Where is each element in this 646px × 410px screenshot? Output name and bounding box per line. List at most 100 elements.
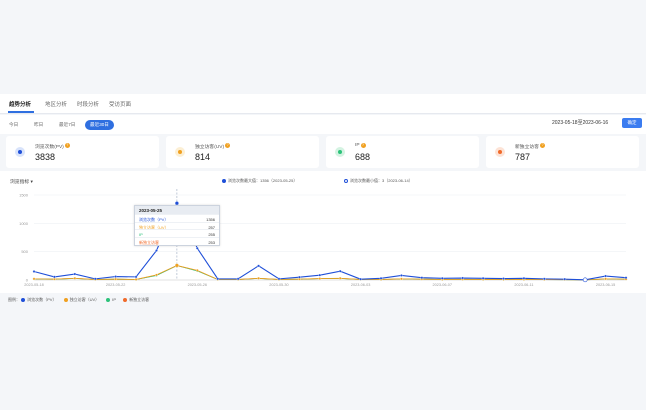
data-point <box>522 276 526 280</box>
x-tick-label: 2023-05-22 <box>106 283 125 287</box>
stat-card-uv: 独立访客(UV)? 814 <box>166 136 319 168</box>
data-point <box>174 263 179 268</box>
stat-value-uv: 814 <box>195 152 211 162</box>
analysis-tabs: 趋势分析 地区分析 时段分析 受访页面 <box>0 94 646 114</box>
legend-max: 浏览次数最大值：1356（2023-05-25） <box>222 178 297 184</box>
data-point <box>257 276 260 280</box>
data-point <box>155 273 158 277</box>
data-point <box>338 276 342 280</box>
data-point <box>195 246 199 250</box>
stat-label-new-visitors: 新独立访客 <box>515 145 539 150</box>
data-point <box>359 277 362 281</box>
x-tick-label: 2023-06-07 <box>433 283 452 287</box>
data-point <box>502 277 505 280</box>
x-tick-label: 2023-05-18 <box>24 283 43 287</box>
x-axis-ticks: 2023-05-18 2023-05-22 2023-05-26 2023-05-30… <box>24 279 626 287</box>
data-point <box>32 270 36 273</box>
y-tick-label: 500 <box>21 249 28 254</box>
tab-time[interactable]: 时段分析 <box>77 102 100 108</box>
filter-yesterday[interactable]: 昨日 <box>34 122 44 127</box>
y-axis-ticks: 1500 1000 500 0 <box>19 193 29 283</box>
filter-7days[interactable]: 最近7日 <box>59 122 76 127</box>
y-tick-label: 1500 <box>19 193 29 198</box>
metric-selector[interactable]: 浏览指标 ▾ <box>10 180 33 185</box>
tooltip-row: 浏览次数（PV） 1356 <box>135 214 219 222</box>
legend-item-pv[interactable]: 浏览次数（PV） <box>21 297 56 302</box>
data-point <box>236 277 240 281</box>
y-tick-label: 1000 <box>19 221 29 226</box>
stat-label-ip: IP <box>355 143 360 148</box>
data-point <box>604 277 607 281</box>
chart-panel <box>0 171 646 293</box>
legend-item-uv[interactable]: 独立访客（UV） <box>63 297 99 302</box>
min-marker <box>582 277 588 283</box>
tooltip-row: 独立访客（UV） 257 <box>135 222 219 230</box>
stat-card-ip: IP? 688 <box>326 136 479 168</box>
stat-label-pv: 浏览次数(PV) <box>35 145 64 150</box>
date-range-picker[interactable]: 2023-05-18至2023-06-16 <box>552 120 609 126</box>
x-tick-label: 2023-06-03 <box>351 283 370 287</box>
chevron-down-icon: ▾ <box>30 180 33 185</box>
data-point <box>195 269 199 272</box>
stat-value-new-visitors: 787 <box>515 152 531 162</box>
data-point <box>318 273 322 277</box>
filter-today[interactable]: 今日 <box>9 122 19 127</box>
data-point <box>277 277 281 281</box>
tooltip-extra: IP 255 新独立访客 253 <box>134 229 220 246</box>
stat-card-pv: 浏览次数(PV)? 3838 <box>6 136 159 168</box>
data-point <box>155 249 158 252</box>
data-point <box>73 272 77 276</box>
data-point <box>114 275 118 278</box>
ip-icon <box>335 147 345 157</box>
data-point <box>440 276 444 280</box>
tab-region[interactable]: 地区分析 <box>45 102 68 108</box>
data-point <box>298 275 301 279</box>
data-point <box>563 277 567 281</box>
data-point <box>318 277 322 280</box>
x-tick-label: 2023-05-30 <box>269 283 288 287</box>
data-point <box>216 277 220 281</box>
data-point <box>338 269 342 273</box>
help-icon[interactable]: ? <box>64 143 70 148</box>
data-point <box>420 276 424 280</box>
data-point <box>53 275 56 279</box>
chart-grid <box>34 194 626 281</box>
tooltip-date: 2023-05-25 <box>135 206 219 214</box>
series-line-1 <box>33 265 627 281</box>
tab-trend[interactable]: 趋势分析 <box>9 102 32 108</box>
data-point <box>379 276 383 280</box>
new-visitor-icon <box>495 147 505 157</box>
series-line-0 <box>33 201 627 281</box>
data-point <box>134 275 138 279</box>
data-point <box>624 276 628 280</box>
pv-icon <box>15 147 25 157</box>
help-icon[interactable]: ? <box>225 143 231 148</box>
data-point <box>481 276 485 280</box>
filter-bar: 今日 昨日 最近7日 最近30日 <box>0 115 646 134</box>
chart-series <box>32 201 628 283</box>
help-icon[interactable]: ? <box>540 143 545 148</box>
confirm-button[interactable]: 确定 <box>622 118 642 128</box>
tab-pages[interactable]: 受访页面 <box>109 102 132 108</box>
stat-card-new-visitors: 新独立访客? 787 <box>486 136 639 168</box>
chart-legend: 图例： 浏览次数（PV） 独立访客（UV） IP 新独立访客 <box>8 297 150 302</box>
data-point <box>73 276 77 280</box>
data-point <box>53 277 56 281</box>
help-icon[interactable]: ? <box>360 143 366 148</box>
data-point <box>32 277 36 281</box>
data-point <box>257 264 260 268</box>
data-point <box>604 274 607 278</box>
active-tab-indicator <box>8 111 34 113</box>
legend-item-ip[interactable]: IP <box>106 297 116 302</box>
data-point <box>93 277 97 281</box>
filter-30days[interactable]: 最近30日 <box>85 120 114 130</box>
stat-value-pv: 3838 <box>35 152 56 162</box>
data-point <box>134 278 138 281</box>
legend-item-new-visitors[interactable]: 新独立访客 <box>123 297 149 302</box>
data-point <box>542 277 546 281</box>
x-tick-label: 2023-05-26 <box>188 283 207 287</box>
data-point <box>174 201 179 206</box>
stat-value-ip: 688 <box>355 152 371 162</box>
